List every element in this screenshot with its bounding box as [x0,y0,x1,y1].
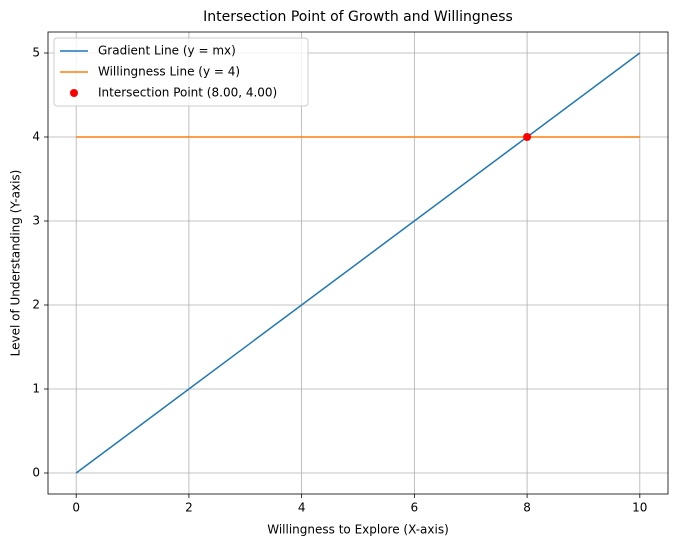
x-tick-label: 2 [185,501,193,515]
data-point [523,133,532,141]
chart-title: Intersection Point of Growth and Willing… [203,9,513,25]
data-line [75,52,641,474]
x-tick-label: 8 [523,501,531,515]
x-tick-label: 10 [632,501,647,515]
x-tick-label: 6 [411,501,419,515]
legend-label: Willingness Line (y = 4) [98,65,240,79]
y-tick-label: 4 [32,130,40,144]
y-tick-label: 3 [32,214,40,228]
x-axis-label: Willingness to Explore (X-axis) [267,523,449,537]
legend-marker [70,89,78,97]
legend: Gradient Line (y = mx) Willingness Line (… [53,37,309,107]
y-tick-label: 2 [32,298,40,312]
y-axis-label: Level of Understanding (Y-axis) [9,170,23,357]
plot-frame [47,31,669,495]
y-tick-label: 1 [32,382,40,396]
legend-label: Intersection Point (8.00, 4.00) [98,86,277,100]
y-tick-label: 0 [32,466,40,480]
legend-label: Gradient Line (y = mx) [98,44,236,58]
x-tick-label: 4 [298,501,306,515]
y-tick-label: 5 [32,46,40,60]
x-tick-label: 0 [72,501,80,515]
legend-box [53,37,309,107]
